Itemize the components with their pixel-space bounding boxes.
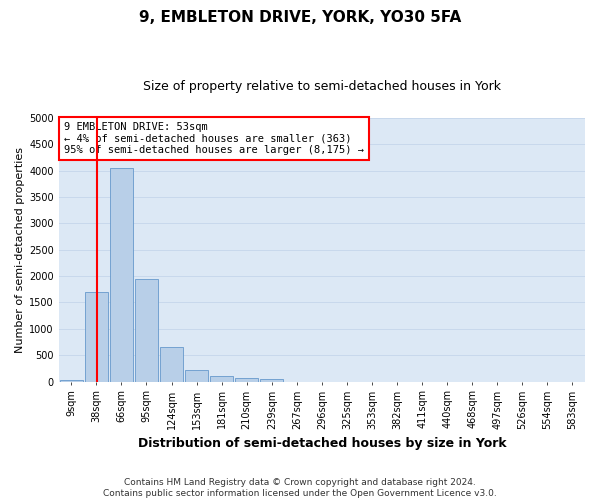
Bar xyxy=(85,292,107,382)
Text: 9 EMBLETON DRIVE: 53sqm
← 4% of semi-detached houses are smaller (363)
95% of se: 9 EMBLETON DRIVE: 53sqm ← 4% of semi-det… xyxy=(64,122,364,155)
Text: Contains HM Land Registry data © Crown copyright and database right 2024.
Contai: Contains HM Land Registry data © Crown c… xyxy=(103,478,497,498)
Bar xyxy=(260,379,283,382)
Bar xyxy=(135,278,158,382)
Bar xyxy=(211,376,233,382)
Bar xyxy=(110,168,133,382)
X-axis label: Distribution of semi-detached houses by size in York: Distribution of semi-detached houses by … xyxy=(137,437,506,450)
Bar xyxy=(60,380,83,382)
Title: Size of property relative to semi-detached houses in York: Size of property relative to semi-detach… xyxy=(143,80,501,93)
Bar xyxy=(235,378,258,382)
Y-axis label: Number of semi-detached properties: Number of semi-detached properties xyxy=(15,146,25,352)
Bar xyxy=(185,370,208,382)
Bar xyxy=(160,348,183,382)
Text: 9, EMBLETON DRIVE, YORK, YO30 5FA: 9, EMBLETON DRIVE, YORK, YO30 5FA xyxy=(139,10,461,25)
